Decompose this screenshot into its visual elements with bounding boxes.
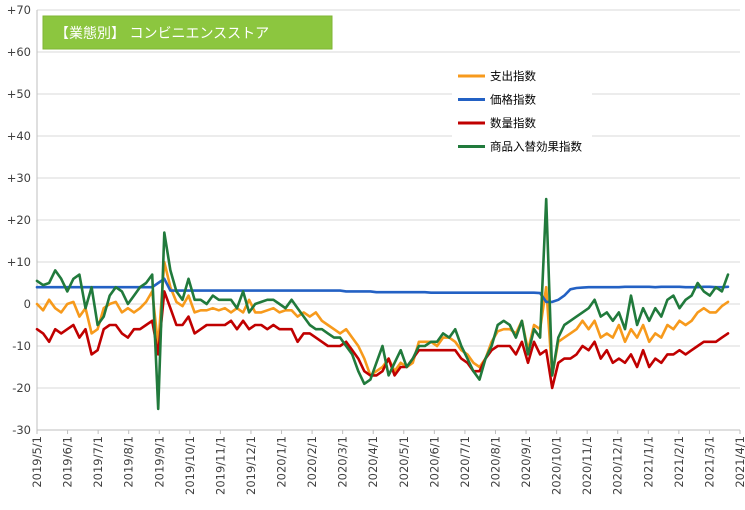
series-line <box>35 290 730 390</box>
x-tick-label: 2019/7/1 <box>91 436 105 488</box>
chart-title-box: 【業態別】 コンビニエンスストア <box>42 15 333 50</box>
x-tick-label: 2019/10/1 <box>183 436 197 495</box>
y-tick-label: +40 <box>7 129 31 143</box>
legend-label: 商品入替効果指数 <box>490 140 582 154</box>
x-tick-label: 2019/5/1 <box>30 436 44 488</box>
legend-label: 価格指数 <box>490 93 536 107</box>
x-tick-label: 2020/10/1 <box>550 436 564 495</box>
y-tick-label: -20 <box>12 381 31 395</box>
x-tick-label: 2021/1/1 <box>641 436 655 488</box>
y-tick-label: +60 <box>7 45 31 59</box>
legend-label: 支出指数 <box>490 69 536 83</box>
x-tick-label: 2021/3/1 <box>702 436 716 488</box>
x-tick-label: 2019/6/1 <box>61 436 75 488</box>
x-tick-label: 2019/8/1 <box>122 436 136 488</box>
series-line <box>35 197 730 411</box>
y-tick-labels: +70 +60 +50 +40 +30 +20 +10 0 -10 -20 -30 <box>7 3 31 437</box>
y-tick-label: +10 <box>7 255 31 269</box>
x-tick-label: 2020/3/1 <box>336 436 350 488</box>
y-tick-label: -30 <box>12 423 31 437</box>
x-tick-label: 2020/1/1 <box>275 436 289 488</box>
y-tick-label: -10 <box>12 339 31 353</box>
x-tick-label: 2020/5/1 <box>397 436 411 488</box>
x-tick-label: 2020/9/1 <box>519 436 533 488</box>
y-tick-label: +30 <box>7 171 31 185</box>
x-tick-label: 2020/11/1 <box>580 436 594 495</box>
x-tick-labels: 2019/5/1 2019/6/1 2019/7/1 2019/8/1 2019/9/1… <box>30 430 745 495</box>
x-tick-label: 2020/2/1 <box>305 436 319 488</box>
y-tick-label: +70 <box>7 3 31 17</box>
legend-label: 数量指数 <box>490 116 536 130</box>
chart-title-background <box>42 15 333 50</box>
x-tick-label: 2020/6/1 <box>427 436 441 488</box>
y-tick-label: 0 <box>24 297 31 311</box>
x-tick-label: 2019/11/1 <box>213 436 227 495</box>
x-tick-label: 2021/4/1 <box>733 436 745 488</box>
grid-lines <box>37 9 740 431</box>
x-tick-label: 2019/9/1 <box>152 436 166 488</box>
x-tick-label: 2020/12/1 <box>611 436 625 495</box>
x-tick-label: 2020/7/1 <box>458 436 472 488</box>
x-tick-label: 2021/2/1 <box>672 436 686 488</box>
y-tick-label: +20 <box>7 213 31 227</box>
series-line <box>35 260 730 377</box>
x-tick-label: 2020/4/1 <box>366 436 380 488</box>
series-line <box>35 277 730 304</box>
chart-title: 【業態別】 コンビニエンスストア <box>55 26 269 42</box>
y-tick-label: +50 <box>7 87 31 101</box>
x-tick-label: 2020/8/1 <box>488 436 502 488</box>
x-tick-label: 2019/12/1 <box>244 436 258 495</box>
series-lines <box>35 197 730 411</box>
